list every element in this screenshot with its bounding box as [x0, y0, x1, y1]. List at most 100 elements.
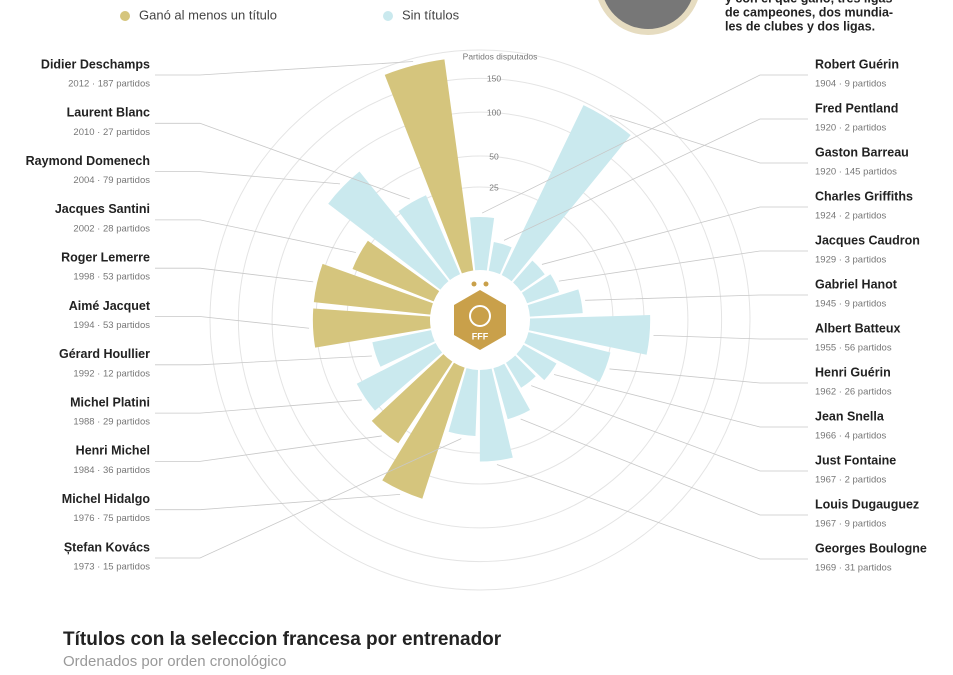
leader-line	[553, 374, 808, 428]
coach-detail: 1945 · 9 partidos	[815, 299, 887, 310]
coach-name: Roger Lemerre	[61, 250, 150, 264]
coach-detail: 1992 · 12 partidos	[73, 368, 150, 379]
chart-subtitle: Ordenados por orden cronológico	[63, 653, 286, 670]
bar	[505, 355, 536, 388]
bar	[398, 195, 461, 281]
coach-detail: 2012 · 187 partidos	[68, 79, 150, 90]
bar	[527, 289, 583, 317]
coach-name: Didier Deschamps	[41, 57, 150, 71]
coach-name: Robert Guérin	[815, 57, 899, 71]
coach-detail: 1904 · 9 partidos	[815, 79, 887, 90]
bar	[521, 274, 560, 304]
coach-name: Fred Pentland	[815, 101, 898, 115]
portrait	[598, 0, 698, 35]
leader-line	[155, 399, 362, 414]
leader-line	[520, 418, 808, 516]
coach-detail: 1988 · 29 partidos	[73, 417, 150, 428]
coach-detail: 2010 · 27 partidos	[73, 127, 150, 138]
bar	[328, 171, 449, 290]
coach-name: Gaston Barreau	[815, 145, 909, 159]
coach-name: Laurent Blanc	[67, 106, 150, 120]
bar	[513, 260, 545, 292]
logo-text: FFF	[472, 331, 489, 341]
coach-name: Henri Michel	[76, 444, 150, 458]
leader-line	[558, 250, 808, 282]
bar	[312, 308, 431, 348]
logo-star	[471, 281, 477, 287]
bar	[469, 217, 495, 271]
leader-line	[531, 385, 808, 472]
coach-name: Jacques Caudron	[815, 233, 920, 247]
coach-detail: 1924 · 2 partidos	[815, 211, 887, 222]
coach-detail: 1984 · 36 partidos	[73, 465, 150, 476]
coach-detail: 1955 · 56 partidos	[815, 343, 892, 354]
coach-name: Gérard Houllier	[59, 347, 150, 361]
bar	[313, 263, 433, 315]
grid-circle	[271, 111, 689, 529]
coach-name: Gabriel Hanot	[815, 277, 898, 291]
axis-label: Partidos disputados	[463, 51, 538, 61]
leader-line	[155, 435, 382, 462]
coach-detail: 1920 · 2 partidos	[815, 123, 887, 134]
leader-line	[496, 464, 808, 560]
leader-line	[610, 114, 808, 164]
legend-swatch	[383, 11, 393, 21]
coach-detail: 1929 · 3 partidos	[815, 255, 887, 266]
leader-line	[503, 118, 808, 241]
coach-detail: 1967 · 9 partidos	[815, 519, 887, 530]
bar	[528, 315, 651, 355]
leader-line	[155, 316, 310, 329]
legend-swatch	[120, 11, 130, 21]
coach-detail: 2002 · 28 partidos	[73, 223, 150, 234]
chart-title: Títulos con la seleccion francesa por en…	[63, 629, 502, 650]
leader-line	[155, 61, 414, 76]
coach-name: Charles Griffiths	[815, 189, 913, 203]
coach-name: Michel Platini	[70, 395, 150, 409]
coach-detail: 1976 · 75 partidos	[73, 513, 150, 524]
leader-line	[653, 334, 808, 340]
coach-name: Henri Guérin	[815, 365, 891, 379]
bar	[384, 59, 474, 274]
coach-name: Aimé Jacquet	[69, 299, 151, 313]
logo-star	[483, 281, 489, 287]
bar	[488, 242, 512, 275]
r-tick-label: 50	[489, 151, 499, 161]
leader-line	[155, 355, 372, 366]
bar	[371, 354, 453, 444]
coach-detail: 2004 · 79 partidos	[73, 175, 150, 186]
bar	[501, 105, 631, 282]
legend-label: Ganó al menos un título	[139, 7, 277, 22]
leader-line	[155, 219, 356, 253]
coach-detail: 1966 · 4 partidos	[815, 431, 887, 442]
leader-line	[155, 122, 410, 200]
bar	[479, 368, 513, 462]
r-tick-label: 100	[487, 107, 501, 117]
coach-name: Jacques Santini	[55, 202, 150, 216]
leader-line	[155, 493, 401, 511]
note-line: y con el que ganó, tres ligas	[725, 0, 892, 5]
grid-circle	[237, 77, 723, 563]
coach-detail: 1967 · 2 partidos	[815, 475, 887, 486]
leader-line	[155, 438, 462, 559]
leader-line	[481, 74, 808, 214]
coach-name: Jean Snella	[815, 409, 885, 423]
coach-detail: 1973 · 15 partidos	[73, 562, 150, 573]
grid-circle-outer	[209, 49, 751, 591]
coach-detail: 1969 · 31 partidos	[815, 563, 892, 574]
bar	[493, 363, 531, 420]
bar	[516, 344, 557, 381]
bar	[372, 330, 435, 367]
r-tick-label: 150	[487, 74, 501, 84]
bar	[382, 362, 465, 499]
leader-line	[585, 294, 808, 301]
coach-name: Michel Hidalgo	[62, 492, 151, 506]
coach-detail: 1962 · 26 partidos	[815, 387, 892, 398]
leader-line	[155, 171, 341, 185]
coach-name: Louis Dugauguez	[815, 497, 919, 511]
leader-line	[155, 267, 314, 283]
legend-label: Sin títulos	[402, 7, 460, 22]
r-tick-label: 25	[489, 182, 499, 192]
logo-hexagon	[454, 290, 506, 350]
